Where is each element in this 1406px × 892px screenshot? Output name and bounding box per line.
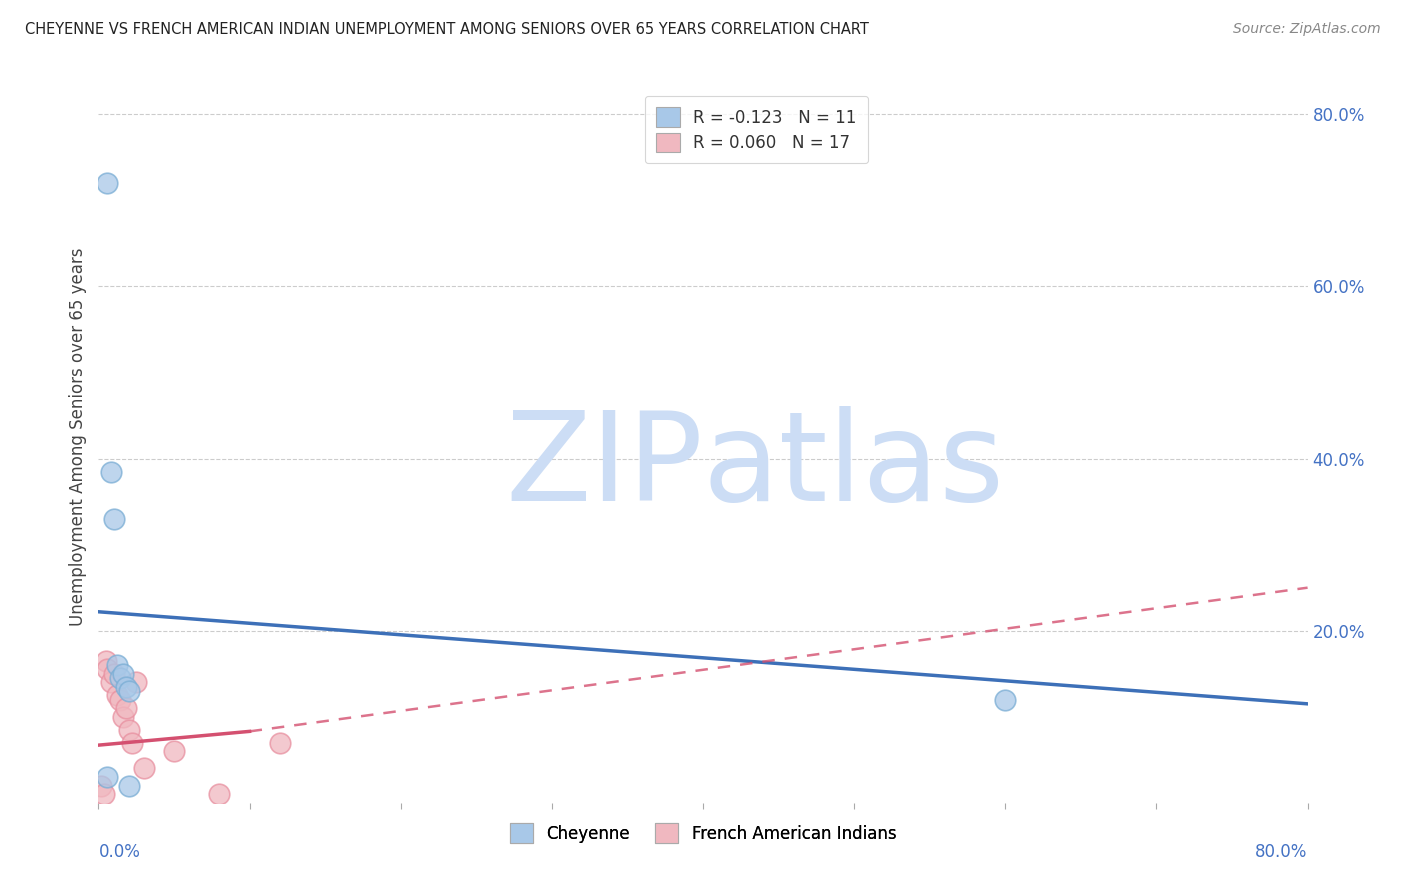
- Text: 80.0%: 80.0%: [1256, 843, 1308, 861]
- Point: [111, 710, 134, 724]
- Point: [93, 787, 115, 801]
- Point: [118, 779, 141, 793]
- Point: [114, 701, 136, 715]
- Point: [994, 692, 1017, 706]
- Y-axis label: Unemployment Among Seniors over 65 years: Unemployment Among Seniors over 65 years: [69, 248, 87, 626]
- Point: [96, 770, 118, 784]
- Point: [103, 666, 125, 681]
- Point: [108, 671, 131, 685]
- Text: 0.0%: 0.0%: [98, 843, 141, 861]
- Point: [208, 787, 231, 801]
- Point: [108, 692, 131, 706]
- Point: [94, 654, 117, 668]
- Point: [111, 666, 134, 681]
- Point: [121, 735, 143, 749]
- Point: [269, 735, 291, 749]
- Point: [118, 684, 141, 698]
- Point: [96, 176, 118, 190]
- Text: atlas: atlas: [703, 406, 1005, 527]
- Text: CHEYENNE VS FRENCH AMERICAN INDIAN UNEMPLOYMENT AMONG SENIORS OVER 65 YEARS CORR: CHEYENNE VS FRENCH AMERICAN INDIAN UNEMP…: [25, 22, 869, 37]
- Point: [100, 465, 122, 479]
- Point: [125, 675, 148, 690]
- Point: [100, 675, 122, 690]
- Point: [163, 744, 186, 758]
- Text: ZIP: ZIP: [505, 406, 703, 527]
- Point: [118, 723, 141, 737]
- Point: [103, 512, 125, 526]
- Point: [96, 662, 118, 676]
- Point: [105, 658, 128, 673]
- Text: Source: ZipAtlas.com: Source: ZipAtlas.com: [1233, 22, 1381, 37]
- Point: [132, 761, 155, 775]
- Point: [105, 688, 128, 702]
- Point: [114, 680, 136, 694]
- Legend: Cheyenne, French American Indians: Cheyenne, French American Indians: [503, 817, 903, 849]
- Point: [90, 779, 112, 793]
